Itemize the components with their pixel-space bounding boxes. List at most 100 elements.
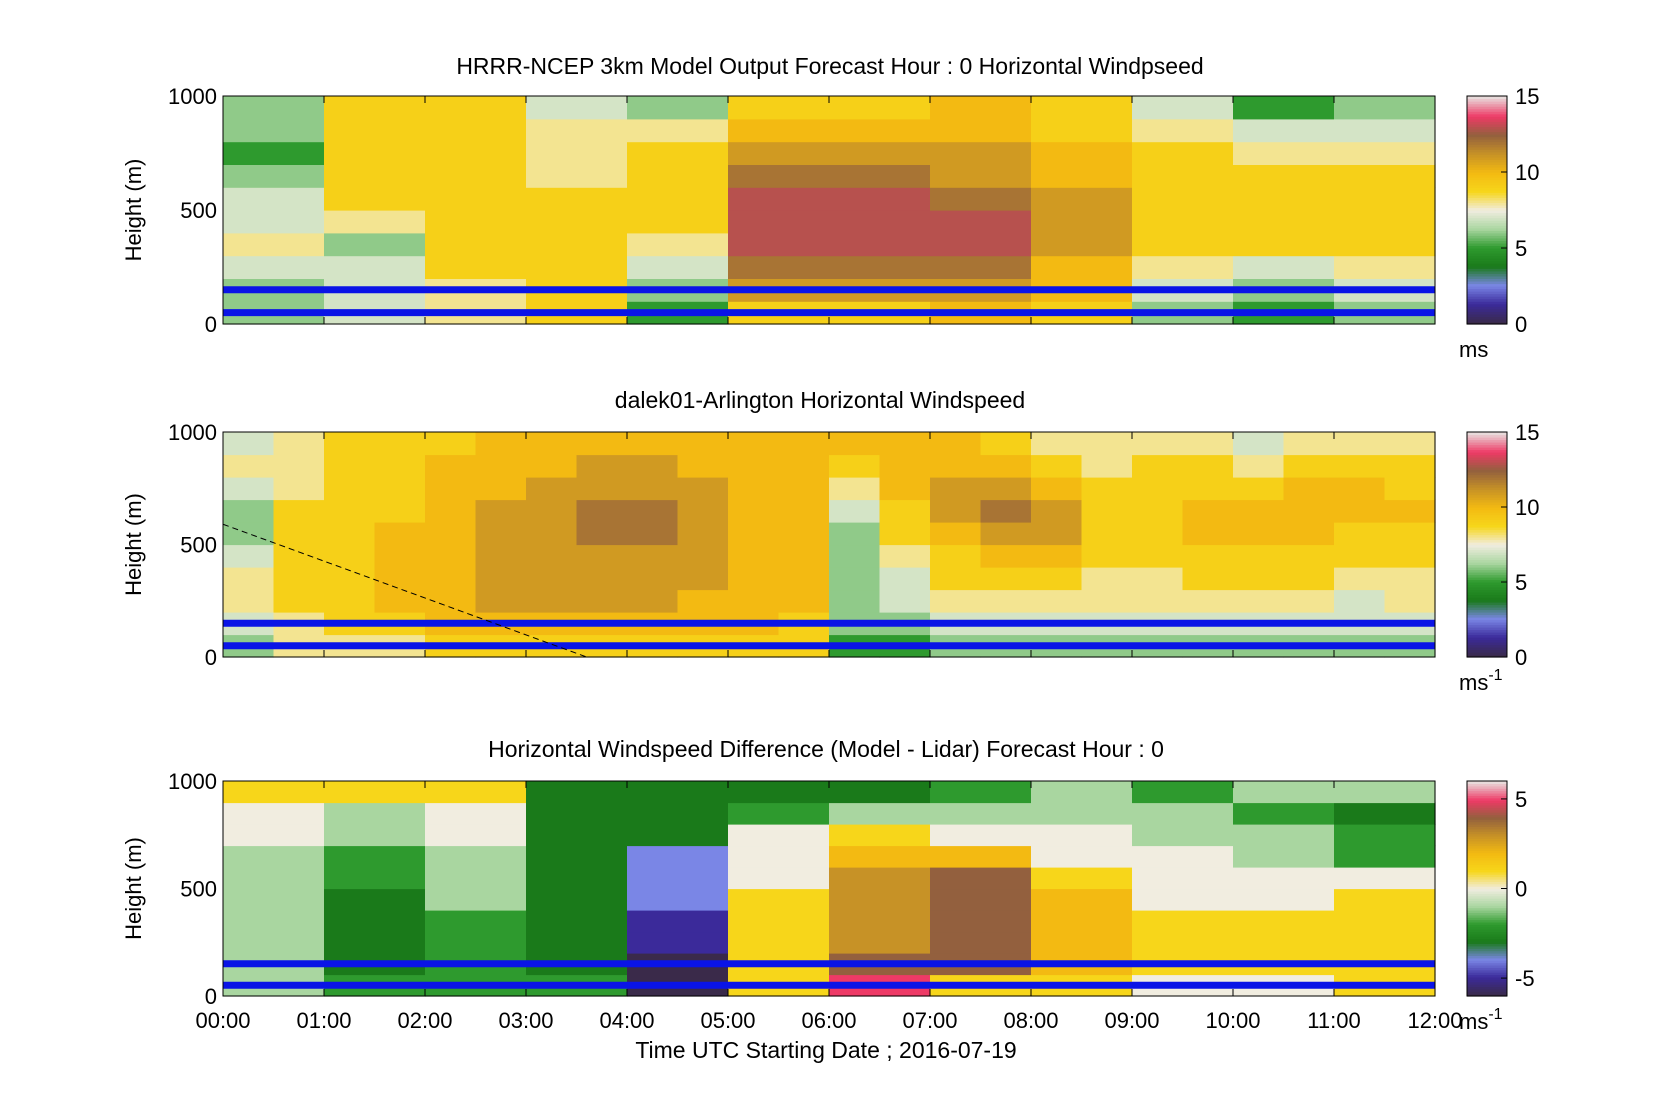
colorbar-swatch bbox=[1467, 235, 1507, 239]
heatmap-cell bbox=[728, 845, 830, 868]
colorbar-swatch bbox=[1467, 106, 1507, 110]
colorbar-swatch bbox=[1467, 462, 1507, 466]
colorbar-swatch bbox=[1467, 449, 1507, 453]
x-tick-label: 09:00 bbox=[1104, 1008, 1159, 1033]
heatmap-cell bbox=[728, 781, 830, 804]
colorbar-swatch bbox=[1467, 828, 1507, 832]
colorbar-swatch bbox=[1467, 459, 1507, 463]
heatmap-cell bbox=[1132, 567, 1184, 591]
heatmap-cell bbox=[677, 522, 729, 546]
heatmap-cell bbox=[829, 845, 931, 868]
colorbar-swatch bbox=[1467, 253, 1507, 257]
heatmap-cell bbox=[273, 499, 325, 523]
heatmap-cell bbox=[1334, 931, 1436, 954]
colorbar-swatch bbox=[1467, 974, 1507, 978]
colorbar-swatch bbox=[1467, 134, 1507, 138]
panel-lidar-windspeed: dalek01-Arlington Horizontal Windspeed 0… bbox=[121, 387, 1539, 695]
colorbar-swatch bbox=[1467, 432, 1507, 436]
colorbar-swatch bbox=[1467, 457, 1507, 461]
colorbar-swatch bbox=[1467, 945, 1507, 949]
heatmap-cell bbox=[930, 477, 982, 501]
heatmap-cell bbox=[728, 232, 830, 257]
heatmap-cell bbox=[1182, 522, 1234, 546]
heatmap-cell bbox=[425, 781, 527, 804]
heatmap-cell bbox=[324, 96, 426, 120]
colorbar-swatch bbox=[1467, 957, 1507, 961]
heatmap-cell bbox=[930, 522, 982, 546]
x-tick-label: 07:00 bbox=[902, 1008, 957, 1033]
y-tick-label: 1000 bbox=[168, 420, 217, 445]
heatmap-cell bbox=[576, 477, 628, 501]
heatmap-cell bbox=[223, 931, 325, 954]
heatmap-cell bbox=[1384, 522, 1436, 546]
heatmap-cell bbox=[526, 432, 578, 456]
heatmap-cell bbox=[627, 210, 729, 234]
y-axis-label: Height (m) bbox=[121, 159, 146, 262]
heatmap-cell bbox=[930, 867, 1032, 890]
heatmap-cell bbox=[324, 567, 376, 591]
colorbar-swatch bbox=[1467, 306, 1507, 310]
heatmap-cell bbox=[475, 567, 527, 591]
colorbar-swatch bbox=[1467, 850, 1507, 854]
heatmap-cell bbox=[930, 232, 1032, 257]
heatmap-cell bbox=[1182, 432, 1234, 456]
colorbar-swatch bbox=[1467, 524, 1507, 528]
heatmap-cell bbox=[1334, 888, 1436, 911]
colorbar-swatch bbox=[1467, 554, 1507, 558]
heatmap-cell bbox=[324, 802, 426, 825]
heatmap-cell bbox=[1132, 232, 1234, 257]
heatmap-cell bbox=[425, 96, 527, 120]
colorbar-swatch bbox=[1467, 838, 1507, 842]
heatmap-cell bbox=[1233, 802, 1335, 825]
heatmap-cell bbox=[1031, 931, 1133, 954]
heatmap-cell bbox=[930, 164, 1032, 188]
heatmap-cell bbox=[324, 255, 426, 279]
heatmap-cell bbox=[1182, 499, 1234, 523]
colorbar-swatch bbox=[1467, 857, 1507, 861]
heatmap-cell bbox=[930, 96, 1032, 120]
colorbar-swatch bbox=[1467, 547, 1507, 551]
colorbar-swatch bbox=[1467, 199, 1507, 203]
heatmap-cell bbox=[980, 522, 1032, 546]
heatmap-cell bbox=[930, 255, 1032, 279]
colorbar-swatch bbox=[1467, 819, 1507, 823]
colorbar-swatch bbox=[1467, 207, 1507, 211]
colorbar-swatch bbox=[1467, 212, 1507, 216]
heatmap-cell bbox=[778, 567, 830, 591]
colorbar-swatch bbox=[1467, 144, 1507, 148]
colorbar-swatches bbox=[1467, 432, 1507, 658]
colorbar-swatch bbox=[1467, 929, 1507, 933]
heatmap-cell bbox=[1132, 522, 1184, 546]
heatmap-cell bbox=[1384, 567, 1436, 591]
heatmap-cell bbox=[1233, 544, 1285, 568]
colorbar-swatch bbox=[1467, 182, 1507, 186]
heatmap-cell bbox=[1031, 118, 1133, 143]
heatmap-cell bbox=[1081, 432, 1133, 456]
colorbar-tick-label: 0 bbox=[1515, 312, 1527, 337]
heatmap-cell bbox=[627, 567, 679, 591]
heatmap-cell bbox=[223, 824, 325, 847]
colorbar-unit: ms-1 bbox=[1459, 667, 1503, 695]
colorbar-swatch bbox=[1467, 900, 1507, 904]
heatmap-cell bbox=[526, 255, 628, 279]
colorbar-swatch bbox=[1467, 955, 1507, 959]
colorbar-swatch bbox=[1467, 604, 1507, 608]
colorbar-swatch bbox=[1467, 227, 1507, 231]
heatmap-cell bbox=[728, 477, 780, 501]
heatmap-cell bbox=[1334, 118, 1436, 143]
colorbar-swatch bbox=[1467, 311, 1507, 315]
heatmap-cell bbox=[324, 522, 376, 546]
x-tick-label: 03:00 bbox=[498, 1008, 553, 1033]
colorbar-swatch bbox=[1467, 871, 1507, 875]
colorbar-ticks: 0 5 10 15 bbox=[1501, 84, 1539, 337]
heatmap-cell bbox=[1182, 454, 1234, 478]
heatmap-cells bbox=[223, 432, 1436, 658]
colorbar-swatch bbox=[1467, 467, 1507, 471]
heatmap-cell bbox=[829, 781, 931, 804]
colorbar-swatch bbox=[1467, 888, 1507, 892]
heatmap-cell bbox=[778, 432, 830, 456]
y-tick-label: 500 bbox=[180, 877, 217, 902]
colorbar-swatch bbox=[1467, 210, 1507, 214]
heatmap-cell bbox=[728, 931, 830, 954]
